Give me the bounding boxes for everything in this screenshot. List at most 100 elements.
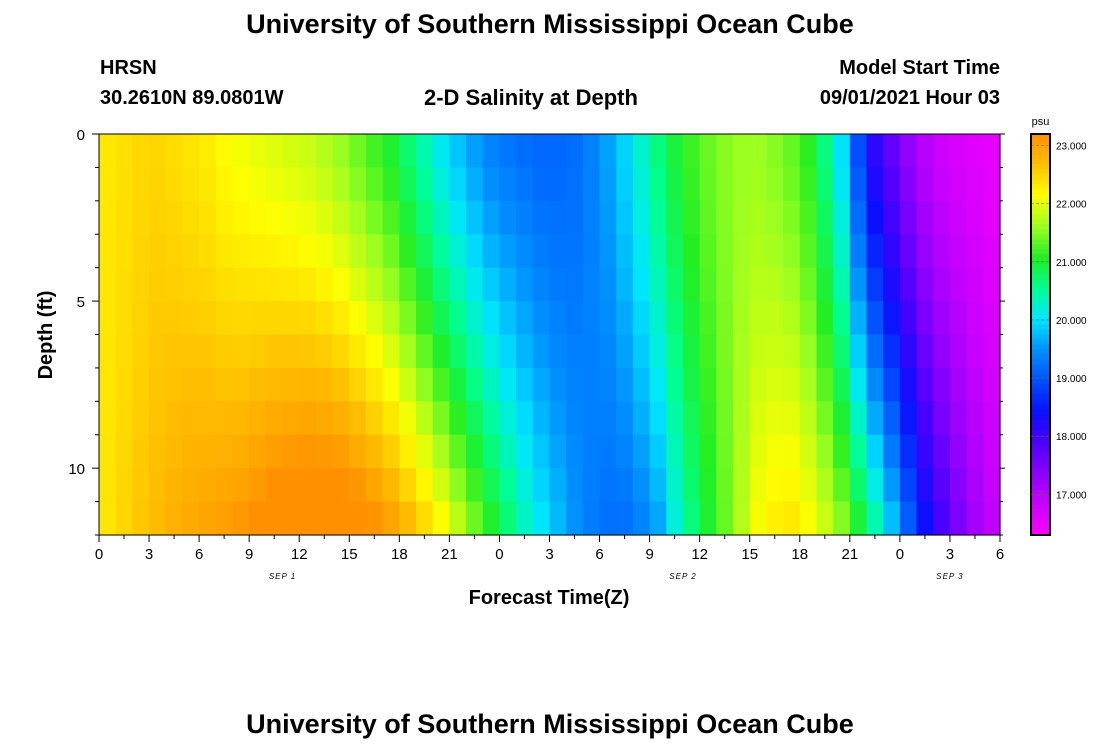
heatmap-cell — [899, 434, 918, 469]
heatmap-cell — [282, 367, 300, 402]
heatmap-cell — [916, 334, 934, 369]
heatmap-cell — [215, 267, 234, 302]
heatmap-cell — [949, 200, 968, 235]
heatmap-cell — [215, 434, 234, 469]
colorbar-segment — [1031, 304, 1050, 311]
heatmap-cell — [265, 234, 284, 269]
x-tick-label: 9 — [645, 546, 653, 563]
heatmap-cell — [749, 134, 768, 169]
heatmap-cell — [432, 134, 450, 169]
heatmap-cell — [599, 334, 617, 369]
colorbar-segment — [1031, 454, 1050, 461]
heatmap-cell — [716, 267, 734, 302]
heatmap-cell — [866, 501, 884, 536]
heatmap-cell — [599, 200, 617, 235]
heatmap-cell — [265, 401, 284, 436]
heatmap-cell — [933, 267, 951, 302]
heatmap-cell — [182, 301, 200, 336]
heatmap-cell — [799, 367, 818, 402]
heatmap-cell — [699, 200, 717, 235]
heatmap-cell — [382, 200, 400, 235]
heatmap-cell — [849, 167, 868, 202]
heatmap-cell — [432, 167, 450, 202]
heatmap-cell — [232, 301, 250, 336]
heatmap-cell — [432, 401, 450, 436]
heatmap-cell — [382, 234, 400, 269]
heatmap-cell — [783, 501, 801, 536]
heatmap-cell — [632, 167, 651, 202]
heatmap-cell — [733, 134, 751, 169]
heatmap-cell — [849, 134, 868, 169]
heatmap-cell — [699, 367, 717, 402]
heatmap-cell — [332, 301, 350, 336]
heatmap-cell — [632, 267, 651, 302]
heatmap-cell — [249, 267, 267, 302]
colorbar-segment — [1031, 509, 1050, 516]
heatmap-cell — [416, 200, 434, 235]
heatmap-cell — [916, 267, 934, 302]
heatmap-cell — [582, 367, 601, 402]
colorbar-segment — [1031, 359, 1050, 366]
colorbar-segment — [1031, 354, 1050, 361]
heatmap-cell — [265, 501, 284, 536]
heatmap-cell — [182, 367, 200, 402]
heatmap-cell — [416, 134, 434, 169]
heatmap-cell — [482, 367, 501, 402]
heatmap-cell — [399, 301, 417, 336]
heatmap-cell — [482, 167, 501, 202]
heatmap-cell — [282, 200, 300, 235]
heatmap-cell — [833, 367, 851, 402]
heatmap-cell — [499, 301, 517, 336]
heatmap-cell — [549, 468, 567, 503]
heatmap-cell — [332, 167, 350, 202]
heatmap-cell — [966, 301, 984, 336]
heatmap-cell — [883, 334, 901, 369]
heatmap-cell — [966, 468, 984, 503]
heatmap-cell — [883, 367, 901, 402]
heatmap-cell — [315, 267, 334, 302]
heatmap-cell — [299, 434, 317, 469]
heatmap-cell — [249, 434, 267, 469]
heatmap-cell — [916, 200, 934, 235]
heatmap-cell — [399, 434, 417, 469]
heatmap-cell — [566, 167, 584, 202]
heatmap-cell — [616, 200, 634, 235]
colorbar-segment — [1031, 399, 1050, 406]
heatmap-cell — [582, 334, 601, 369]
heatmap-cell — [466, 234, 484, 269]
colorbar-segment — [1031, 244, 1050, 250]
colorbar-tick-label: 17.000 — [1056, 490, 1087, 501]
heatmap-cell — [866, 401, 884, 436]
heatmap-cell — [265, 367, 284, 402]
heatmap-cell — [432, 334, 450, 369]
colorbar-segment — [1031, 504, 1050, 511]
heatmap-cell — [516, 334, 534, 369]
heatmap-cell — [315, 301, 334, 336]
colorbar-segment — [1031, 259, 1050, 265]
heatmap-cell — [916, 434, 934, 469]
colorbar-segment — [1031, 169, 1050, 175]
heatmap-cell — [616, 501, 634, 536]
heatmap-cell — [149, 434, 167, 469]
heatmap-cell — [733, 401, 751, 436]
heatmap-cell — [933, 468, 951, 503]
colorbar-segment — [1031, 484, 1050, 491]
colorbar-segment — [1031, 274, 1050, 280]
heatmap-cell — [215, 501, 234, 536]
heatmap-cell — [532, 134, 551, 169]
heatmap-cell — [299, 200, 317, 235]
x-tick-label: 6 — [595, 546, 603, 563]
colorbar-segment — [1031, 174, 1050, 180]
heatmap-cell — [516, 434, 534, 469]
heatmap-cell — [666, 367, 684, 402]
heatmap-cell — [632, 434, 651, 469]
heatmap-cell — [949, 301, 968, 336]
model-start-label: Model Start Time — [839, 57, 1000, 79]
heatmap-cell — [649, 200, 667, 235]
heatmap-cell — [215, 334, 234, 369]
x-tick-label: 0 — [896, 546, 904, 563]
heatmap-cell — [816, 267, 834, 302]
heatmap-cell — [866, 167, 884, 202]
heatmap-cell — [866, 200, 884, 235]
heatmap-cell — [99, 367, 117, 402]
